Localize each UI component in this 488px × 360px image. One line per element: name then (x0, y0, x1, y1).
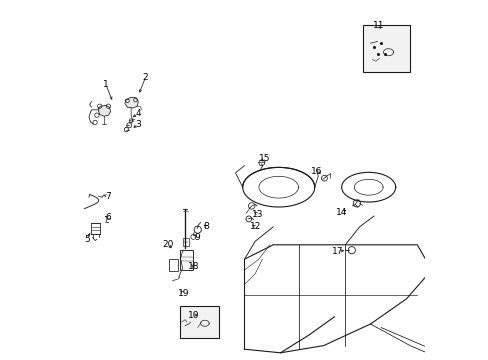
Text: 1: 1 (103, 80, 108, 89)
Text: 15: 15 (258, 154, 269, 163)
Polygon shape (125, 97, 138, 108)
Bar (179, 306, 219, 338)
Polygon shape (99, 105, 110, 116)
Text: 3: 3 (135, 120, 141, 129)
Text: 14: 14 (335, 208, 346, 217)
Text: 11: 11 (372, 22, 384, 31)
Text: 13: 13 (251, 210, 263, 219)
Bar (179, 250, 193, 270)
Text: 12: 12 (249, 222, 261, 231)
Text: 19: 19 (177, 289, 189, 298)
Text: 8: 8 (203, 222, 209, 231)
Text: 17: 17 (332, 247, 343, 256)
Text: 18: 18 (187, 262, 199, 271)
Text: 10: 10 (187, 310, 199, 320)
Text: 20: 20 (162, 240, 174, 249)
Text: 16: 16 (310, 166, 322, 175)
Text: 4: 4 (135, 109, 141, 118)
Text: 2: 2 (142, 73, 148, 82)
Bar (168, 259, 178, 271)
Text: 6: 6 (105, 213, 111, 222)
Text: 9: 9 (194, 233, 200, 242)
Bar (363, 25, 409, 72)
Text: 5: 5 (84, 235, 89, 244)
Bar (182, 238, 189, 246)
Text: 7: 7 (104, 192, 110, 201)
